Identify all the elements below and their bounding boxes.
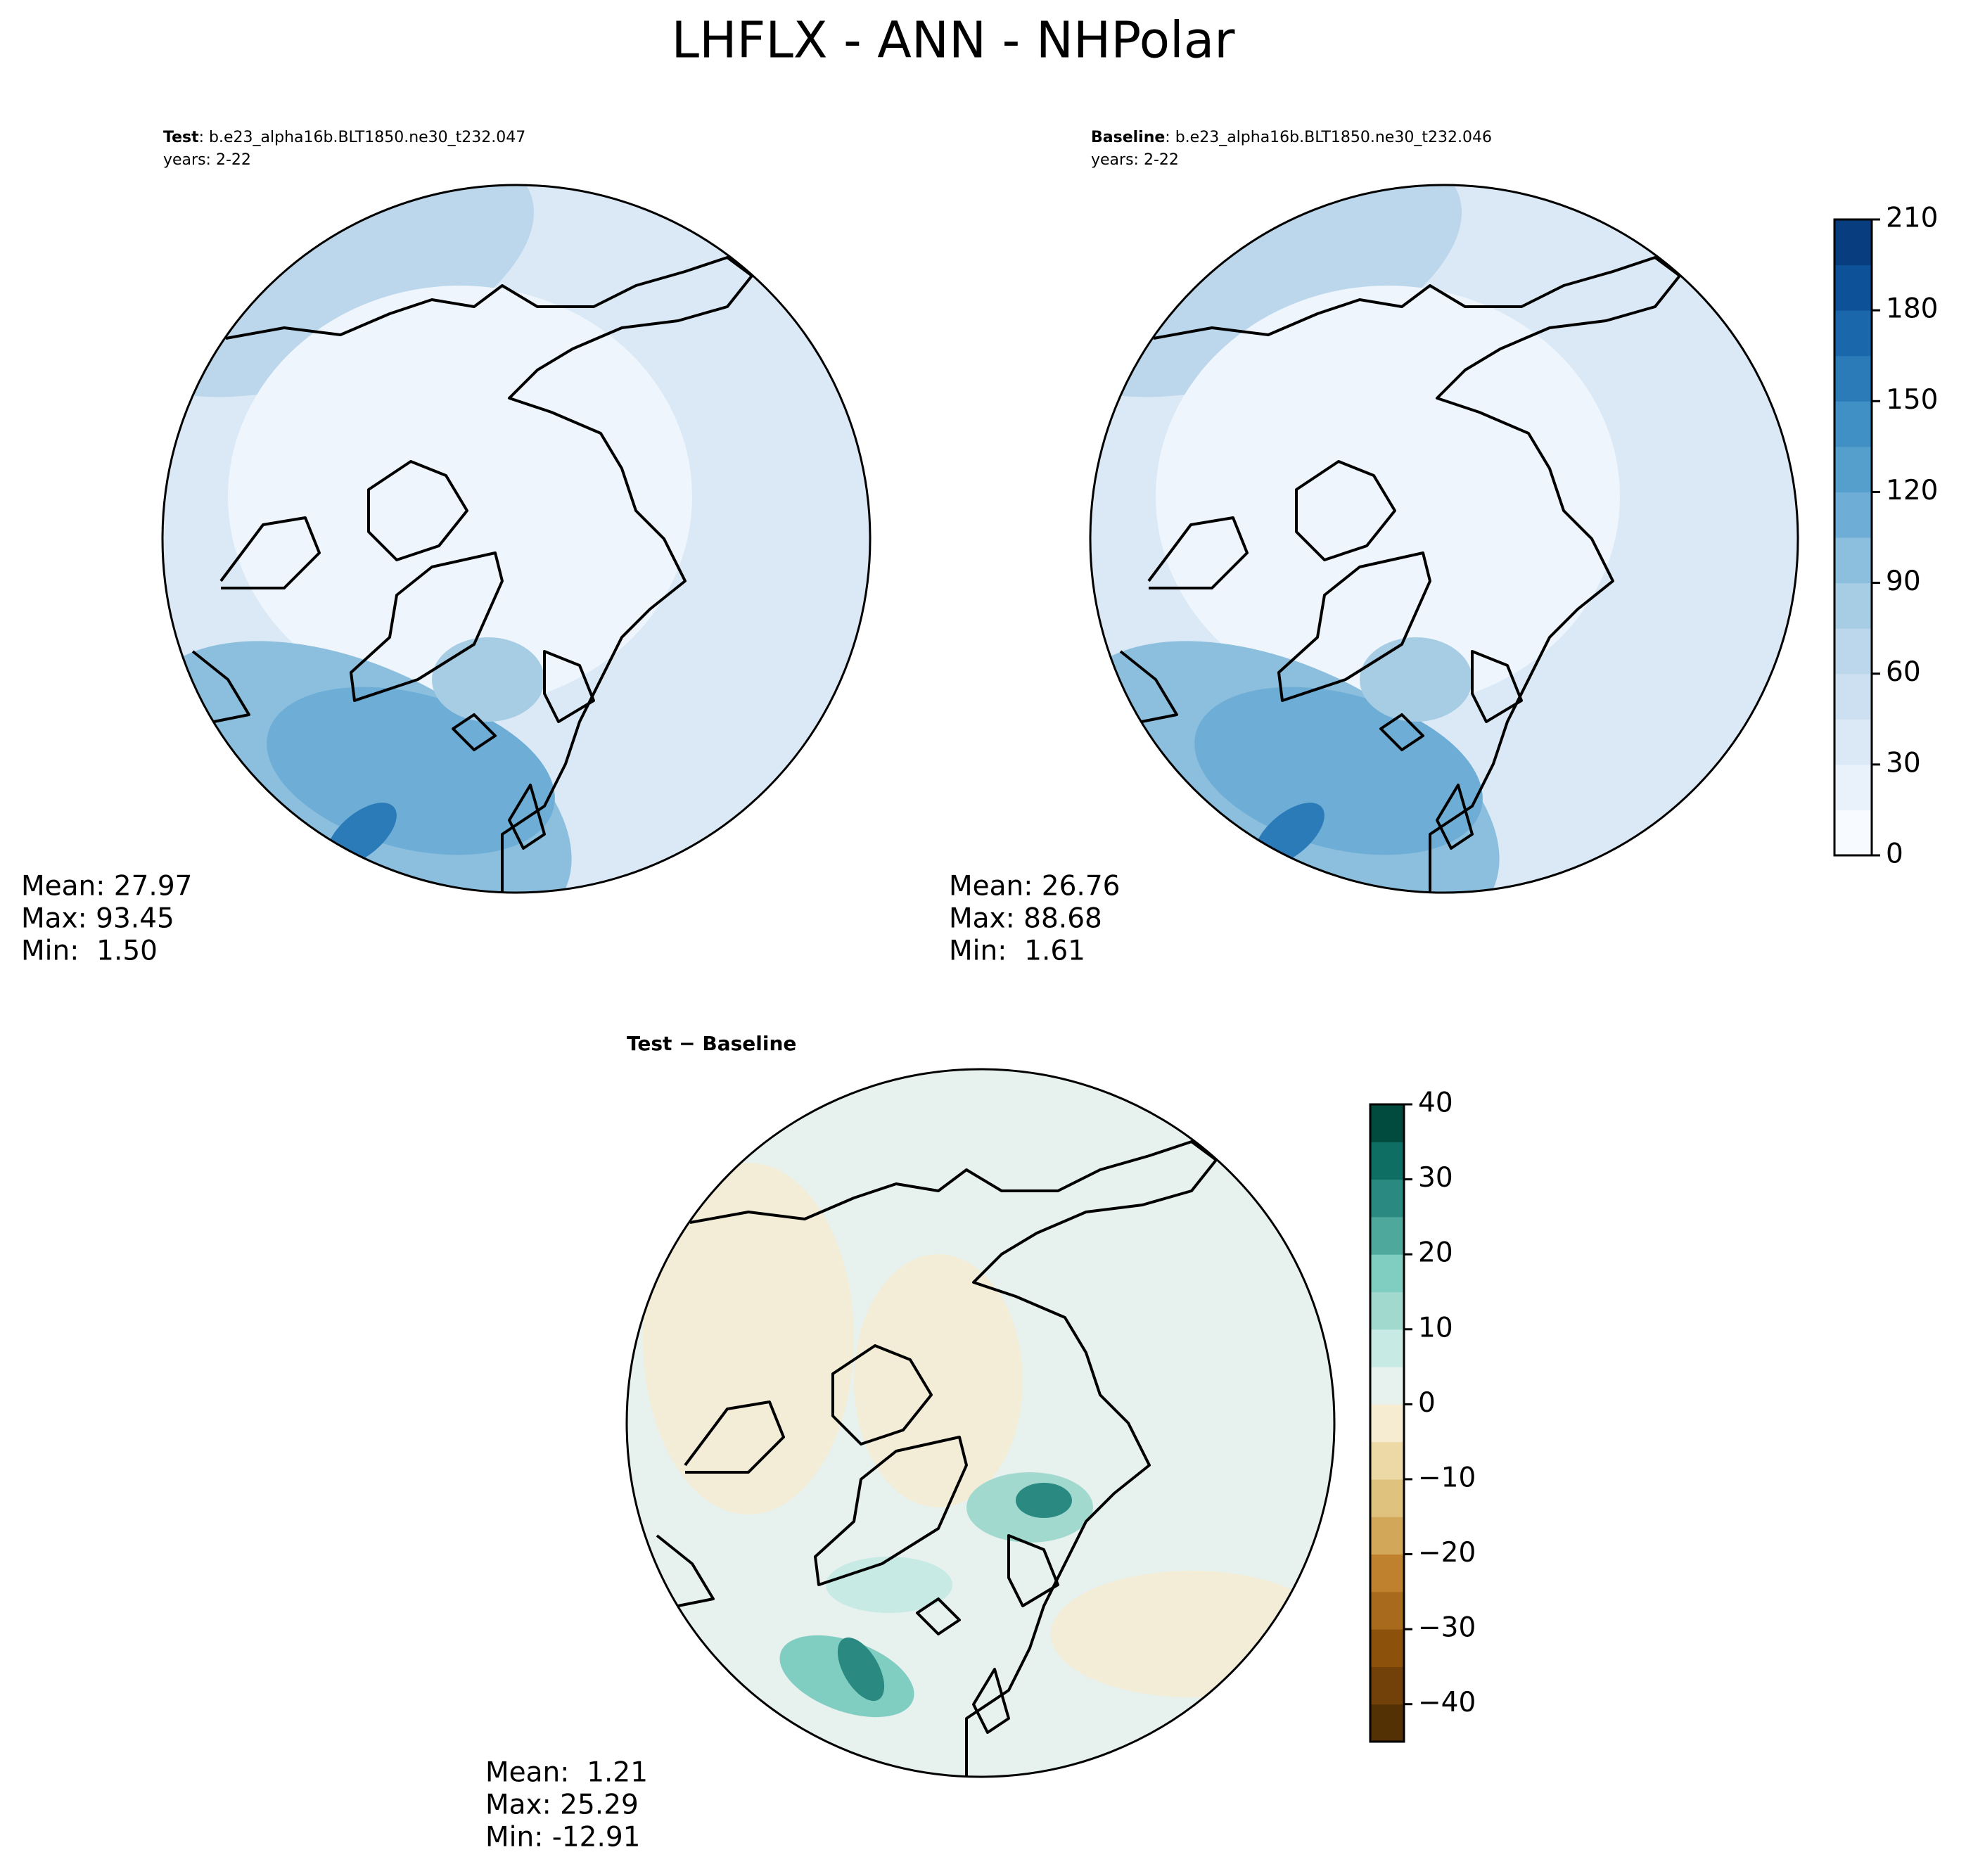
panel-label: Test	[163, 129, 199, 146]
colorbar-level	[1834, 764, 1872, 810]
colorbar-level	[1370, 1216, 1404, 1255]
colorbar-tick-label: 120	[1886, 475, 1938, 506]
panel-case: : b.e23_alpha16b.BLT1850.ne30_t232.046	[1165, 129, 1492, 146]
colorbar-level	[1370, 1367, 1404, 1405]
stat-line: Mean: 26.76	[949, 871, 1120, 902]
figure-title: LHFLX - ANN - NHPolar	[672, 11, 1236, 70]
colorbar-level	[1834, 810, 1872, 856]
colorbar-level	[1370, 1704, 1404, 1742]
panel-years: years: 2-22	[163, 151, 251, 169]
stat-line: Max: 88.68	[949, 903, 1102, 935]
colorbar-frame	[1833, 218, 1873, 857]
colorbar-level	[1370, 1554, 1404, 1593]
colorbar-tick-label: 210	[1886, 203, 1938, 234]
colorbar-tick-label: 180	[1886, 293, 1938, 325]
colorbar-level	[1370, 1179, 1404, 1218]
colorbar-tick-label: 0	[1886, 838, 1903, 870]
colorbar-level	[1370, 1254, 1404, 1292]
stat-line: Min: 1.61	[949, 936, 1085, 967]
colorbar-tick-label: −10	[1418, 1462, 1476, 1493]
stat-line: Min: -12.91	[485, 1822, 640, 1853]
map-test	[161, 184, 872, 894]
colorbar-level	[1370, 1629, 1404, 1667]
colorbar-tick-label: 60	[1886, 656, 1921, 688]
colorbar-tick-label: 30	[1886, 747, 1921, 779]
colorbar-level	[1834, 719, 1872, 765]
colorbar-tick-label: 20	[1418, 1237, 1453, 1269]
map-boundary	[625, 1068, 1336, 1778]
colorbar-level	[1370, 1479, 1404, 1517]
panel-label: Baseline	[1091, 129, 1165, 146]
map-boundary	[161, 184, 872, 894]
colorbar-tick-label: −30	[1418, 1612, 1476, 1644]
map-shading	[627, 1069, 1334, 1777]
panel-years: years: 2-22	[1091, 151, 1179, 169]
colorbar-level	[1370, 1329, 1404, 1367]
colorbar-level	[1370, 1441, 1404, 1480]
map-boundary	[1089, 184, 1799, 894]
colorbar-tick-label: 10	[1418, 1312, 1453, 1344]
panel-header: Baseline: b.e23_alpha16b.BLT1850.ne30_t2…	[1091, 129, 1492, 146]
colorbar-tick-label: 40	[1418, 1087, 1453, 1119]
colorbar-frame	[1369, 1103, 1405, 1743]
colorbar-level	[1834, 628, 1872, 675]
colorbar-tick-label: 0	[1418, 1387, 1436, 1419]
colorbar-level	[1834, 673, 1872, 720]
colorbar-level	[1834, 355, 1872, 402]
colorbar-level	[1834, 401, 1872, 447]
stat-line: Max: 25.29	[485, 1789, 639, 1821]
panel-case: : b.e23_alpha16b.BLT1850.ne30_t232.047	[199, 129, 526, 146]
colorbar-level	[1834, 264, 1872, 311]
colorbar-level	[1834, 219, 1872, 266]
stat-line: Mean: 27.97	[21, 871, 192, 902]
stat-line: Mean: 1.21	[485, 1757, 648, 1789]
map-difference	[625, 1068, 1336, 1778]
colorbar-level	[1834, 492, 1872, 538]
colorbar-tick-label: −40	[1418, 1687, 1476, 1718]
panel-label: Test − Baseline	[627, 1032, 796, 1055]
map-baseline	[1089, 184, 1799, 894]
colorbar-level	[1370, 1666, 1404, 1705]
colorbar-tick-label: 150	[1886, 384, 1938, 416]
colorbar-level	[1834, 582, 1872, 629]
colorbar-level	[1834, 537, 1872, 584]
colorbar-level	[1834, 446, 1872, 492]
colorbar-tick-label: 90	[1886, 566, 1921, 597]
colorbar-level	[1370, 1104, 1404, 1142]
map-shading	[1090, 185, 1798, 893]
colorbar-level	[1370, 1591, 1404, 1630]
colorbar-level	[1370, 1404, 1404, 1443]
colorbar-level	[1370, 1517, 1404, 1555]
panel-header: Test: b.e23_alpha16b.BLT1850.ne30_t232.0…	[163, 129, 525, 146]
colorbar-level	[1834, 310, 1872, 357]
colorbar-tick-label: 30	[1418, 1162, 1453, 1194]
stat-line: Max: 93.45	[21, 903, 174, 935]
stat-line: Min: 1.50	[21, 936, 158, 967]
colorbar-level	[1370, 1291, 1404, 1330]
colorbar-level	[1370, 1142, 1404, 1180]
colorbar-tick-label: −20	[1418, 1537, 1476, 1569]
map-shading	[162, 185, 870, 893]
